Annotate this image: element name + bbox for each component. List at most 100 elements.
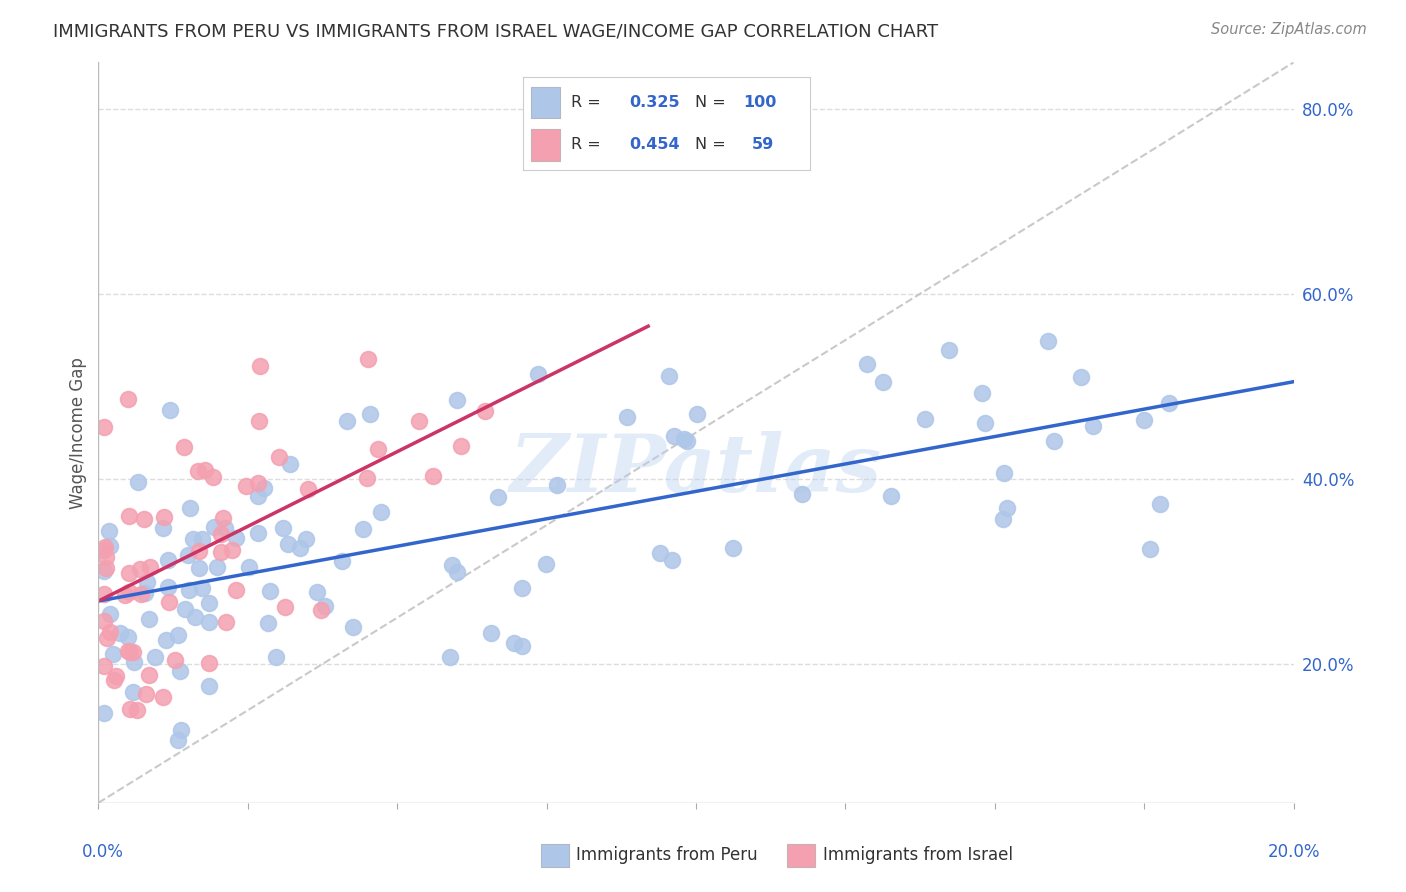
Point (93, 543, 115, 558)
Point (536, 557, 558, 571)
Point (280, 457, 302, 471)
Point (1139, 542, 1161, 557)
Point (94, 550, 117, 565)
Point (676, 434, 699, 448)
Point (914, 412, 936, 426)
Point (98, 539, 121, 553)
Point (191, 532, 214, 546)
Text: IMMIGRANTS FROM PERU VS IMMIGRANTS FROM ISRAEL WAGE/INCOME GAP CORRELATION CHART: IMMIGRANTS FROM PERU VS IMMIGRANTS FROM … (53, 22, 939, 40)
Point (995, 501, 1018, 516)
Point (352, 522, 374, 536)
Point (439, 650, 461, 665)
Point (486, 490, 509, 504)
Point (157, 595, 180, 609)
Point (792, 487, 814, 501)
Point (993, 466, 1015, 480)
Point (974, 416, 997, 430)
Point (970, 386, 993, 401)
Text: 20.0%: 20.0% (1267, 843, 1320, 861)
Point (191, 581, 214, 595)
Point (93, 564, 115, 578)
Point (98, 625, 121, 640)
Y-axis label: Wage/Income Gap: Wage/Income Gap (69, 357, 87, 508)
Point (152, 690, 174, 704)
Point (872, 375, 894, 389)
Point (1043, 434, 1066, 448)
Point (1149, 497, 1171, 511)
Point (177, 583, 200, 598)
Point (188, 543, 211, 558)
Point (294, 533, 316, 547)
Point (221, 543, 243, 558)
Point (167, 628, 190, 642)
Point (93, 659, 115, 673)
Point (187, 464, 209, 478)
Point (271, 521, 294, 535)
Point (179, 501, 201, 516)
Text: Source: ZipAtlas.com: Source: ZipAtlas.com (1211, 22, 1367, 37)
Point (266, 649, 288, 664)
Point (118, 585, 141, 599)
Point (274, 599, 297, 614)
Point (249, 359, 271, 373)
Point (856, 357, 879, 371)
Point (124, 656, 146, 670)
Point (152, 521, 174, 535)
Point (128, 562, 150, 576)
Text: Immigrants from Israel: Immigrants from Israel (823, 847, 1012, 864)
Point (138, 560, 160, 574)
Point (138, 612, 160, 626)
Point (181, 533, 204, 547)
Point (169, 664, 191, 678)
Point (117, 630, 139, 644)
Point (512, 581, 534, 595)
Point (143, 650, 166, 665)
Point (267, 450, 290, 464)
Point (134, 586, 156, 600)
Point (134, 512, 156, 526)
Point (209, 527, 232, 541)
Point (446, 566, 468, 580)
Point (297, 483, 319, 497)
Point (938, 343, 960, 357)
Point (259, 584, 281, 599)
Point (125, 703, 148, 717)
Point (173, 602, 195, 616)
Point (198, 615, 221, 630)
Point (446, 393, 468, 408)
Point (648, 546, 671, 560)
Point (105, 669, 128, 683)
Point (1036, 334, 1059, 348)
Point (246, 475, 269, 490)
Point (120, 645, 142, 659)
Point (121, 685, 143, 699)
Point (252, 481, 274, 495)
Point (205, 560, 228, 574)
Point (238, 559, 260, 574)
Point (307, 584, 329, 599)
Point (546, 477, 568, 491)
Point (94, 561, 117, 575)
Point (198, 679, 221, 693)
Point (101, 648, 124, 662)
Point (991, 512, 1014, 526)
Point (103, 673, 125, 687)
Point (342, 620, 364, 634)
Point (170, 723, 193, 737)
Point (721, 541, 744, 556)
Point (198, 596, 221, 610)
Point (93, 419, 115, 434)
Point (247, 526, 270, 541)
Point (114, 588, 136, 602)
Point (97, 524, 120, 538)
Point (135, 574, 157, 589)
Point (357, 351, 380, 366)
Point (422, 469, 444, 483)
Point (1070, 369, 1092, 384)
Point (215, 615, 238, 630)
Point (277, 537, 299, 551)
Point (1159, 396, 1181, 410)
Point (117, 644, 139, 658)
Point (314, 599, 336, 613)
Point (330, 554, 353, 568)
